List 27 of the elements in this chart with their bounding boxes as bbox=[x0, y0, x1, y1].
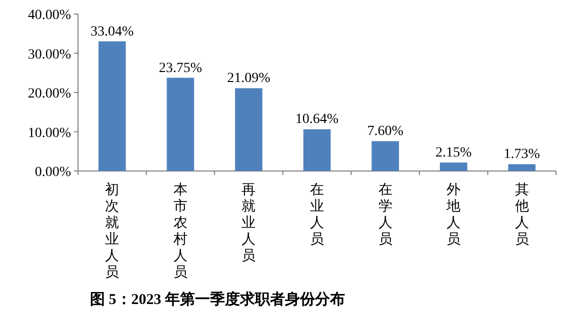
bar bbox=[235, 88, 262, 171]
y-tick-label: 0.00% bbox=[34, 165, 72, 180]
data-label: 33.04% bbox=[90, 24, 134, 40]
text: 图 5：2023 年第一季度求职者身份分布 bbox=[90, 290, 345, 308]
x-tick-label: 在业人员 bbox=[310, 182, 324, 248]
data-label: 7.60% bbox=[367, 124, 404, 140]
data-label: 1.73% bbox=[504, 147, 540, 162]
data-label: 2.15% bbox=[435, 146, 472, 161]
y-tick-label: 10.00% bbox=[28, 126, 72, 141]
data-label: 23.75% bbox=[158, 60, 202, 76]
x-tick-label: 其他人员 bbox=[514, 182, 529, 248]
y-tick-label: 30.00% bbox=[28, 47, 72, 62]
bar bbox=[372, 141, 399, 171]
bar bbox=[508, 164, 536, 171]
bar bbox=[303, 129, 331, 171]
x-tick-label: 在学人员 bbox=[378, 182, 392, 248]
bar bbox=[98, 41, 126, 171]
bar bbox=[166, 78, 194, 171]
data-label: 10.64% bbox=[295, 112, 339, 128]
x-tick-label: 初次就业人员 bbox=[105, 182, 120, 280]
bar bbox=[440, 162, 468, 171]
x-tick-label: 再就业人员 bbox=[242, 183, 256, 264]
x-tick-label: 本市农村人员 bbox=[172, 182, 188, 280]
x-tick-label: 外地人员 bbox=[446, 182, 461, 248]
y-tick-label: 20.00% bbox=[28, 86, 72, 102]
y-tick-label: 40.00% bbox=[28, 8, 72, 23]
data-label: 21.09% bbox=[227, 71, 271, 86]
